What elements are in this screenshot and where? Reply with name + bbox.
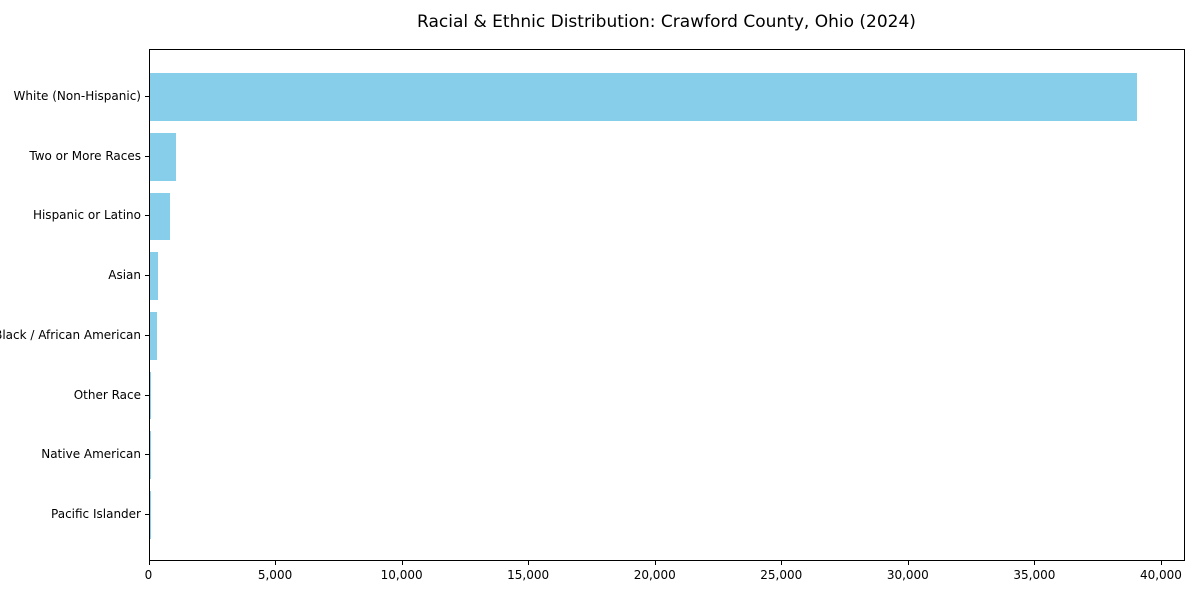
- x-axis-tick-label: 10,000: [380, 568, 423, 582]
- y-axis-label: Native American: [41, 447, 141, 462]
- x-axis-tick-mark: [401, 561, 403, 565]
- x-axis-tick-label: 0: [144, 568, 153, 582]
- y-axis-tick-mark: [144, 394, 149, 396]
- bar-native-american: [149, 431, 151, 480]
- y-axis-tick-mark: [144, 215, 149, 217]
- y-axis-label: Pacific Islander: [51, 506, 141, 521]
- bar-white-non-hispanic: [149, 73, 1137, 121]
- bar-other-race: [149, 371, 151, 420]
- bar-asian: [149, 252, 158, 301]
- x-axis-tick-mark: [148, 561, 150, 565]
- x-axis-tick-label: 35,000: [1013, 568, 1056, 582]
- y-axis-label: Hispanic or Latino: [32, 208, 141, 223]
- bar-hispanic-or-latino: [149, 192, 170, 241]
- x-axis-tick-label: 5,000: [257, 568, 293, 582]
- y-axis-tick-mark: [144, 334, 149, 336]
- y-axis-tick-mark: [144, 155, 149, 157]
- x-axis-tick-mark: [654, 561, 656, 565]
- plot-area: [148, 49, 1185, 561]
- x-axis-tick-label: 25,000: [760, 568, 803, 582]
- bar-black-african-american: [149, 311, 157, 360]
- y-axis-tick-mark: [144, 96, 149, 98]
- y-axis-tick-mark: [144, 454, 149, 456]
- x-axis-tick-mark: [907, 561, 909, 565]
- y-axis-label: Two or More Races: [29, 148, 141, 163]
- x-axis-tick-mark: [1160, 561, 1162, 565]
- y-axis-label: Black / African American: [0, 327, 141, 342]
- bar-two-or-more-races: [149, 132, 177, 181]
- y-axis-tick-mark: [144, 513, 149, 515]
- x-axis-tick-mark: [275, 561, 277, 565]
- x-axis-tick-label: 20,000: [633, 568, 676, 582]
- y-axis-label: White (Non-Hispanic): [13, 89, 141, 104]
- chart-title: Racial & Ethnic Distribution: Crawford C…: [417, 12, 916, 32]
- y-axis-tick-mark: [144, 275, 149, 277]
- x-axis-tick-label: 15,000: [507, 568, 550, 582]
- x-axis-tick-mark: [1034, 561, 1036, 565]
- x-axis-tick-mark: [528, 561, 530, 565]
- x-axis-tick-label: 40,000: [1139, 568, 1182, 582]
- y-axis-label: Asian: [108, 268, 141, 283]
- x-axis-tick-mark: [781, 561, 783, 565]
- y-axis-label: Other Race: [73, 387, 141, 402]
- x-axis-tick-label: 30,000: [886, 568, 929, 582]
